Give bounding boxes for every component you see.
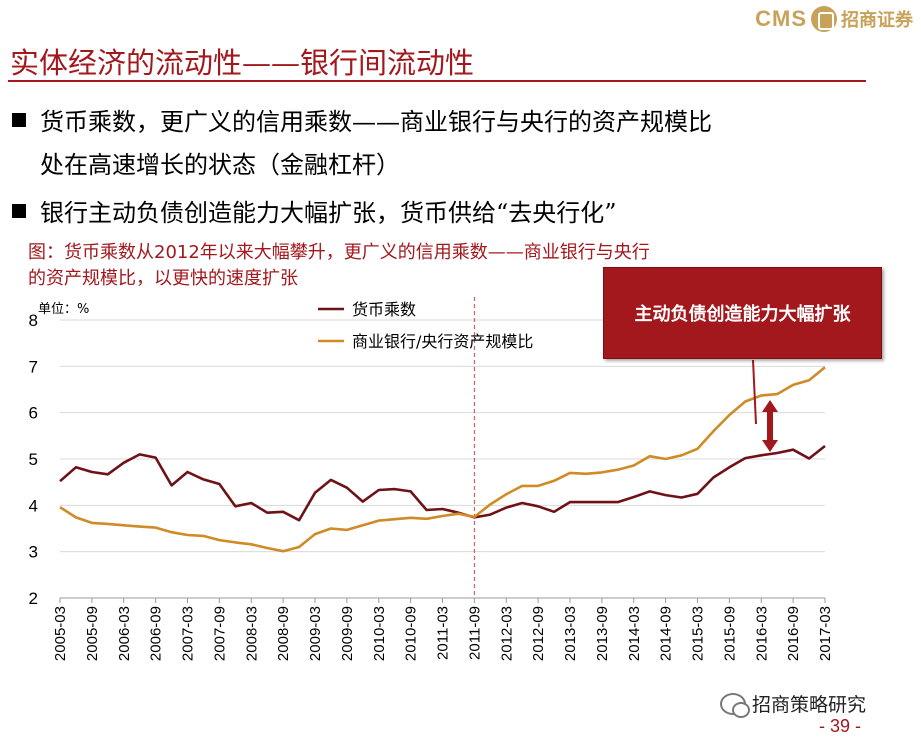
figure-caption: 图：货币乘数从2012年以来大幅攀升，更广义的信用乘数——商业银行与央行 的资产…: [28, 240, 828, 292]
x-tick-label: 2016-03: [753, 606, 770, 661]
figure-caption-line2: 的资产规模比，以更快的速度扩张: [28, 268, 298, 289]
gap-arrow-shaft: [767, 410, 773, 442]
series-line-2: [59, 366, 826, 553]
bullet-square-icon: [12, 204, 26, 218]
x-tick-label: 2009-03: [307, 606, 324, 661]
slide-title: 实体经济的流动性——银行间流动性: [10, 46, 475, 80]
series-line-1: [59, 444, 826, 522]
x-tick-label: 2010-09: [403, 606, 420, 661]
x-tick-label: 2010-03: [371, 606, 388, 661]
bullet-2: 银行主动负债创造能力大幅扩张，货币供给“去央行化”: [12, 193, 617, 228]
y-tick-label: 2: [29, 589, 38, 608]
x-tick-label: 2013-03: [562, 606, 579, 661]
logo-name: 招商证券: [841, 10, 913, 31]
x-tick-label: 2006-03: [116, 606, 133, 661]
x-tick-label: 2014-09: [658, 606, 675, 661]
y-tick-label: 6: [29, 404, 38, 423]
logo-mark-icon: [811, 6, 837, 32]
x-tick-label: 2005-03: [52, 606, 69, 661]
wechat-icon: [720, 692, 750, 718]
gap-arrow-head-up: [762, 400, 778, 412]
title-divider: [8, 80, 866, 82]
x-tick-label: 2008-03: [243, 606, 260, 661]
x-tick-label: 2015-03: [690, 606, 707, 661]
y-tick-label: 3: [29, 543, 38, 562]
x-tick-label: 2006-09: [148, 606, 165, 661]
legend-label-2: 商业银行/央行资产规模比: [352, 332, 533, 351]
y-tick-label: 4: [29, 496, 38, 515]
bullet-1: 货币乘数，更广义的信用乘数——商业银行与央行的资产规模比: [12, 102, 712, 137]
x-tick-label: 2009-09: [339, 606, 356, 661]
gap-arrow-head-down: [762, 440, 778, 452]
x-tick-label: 2017-03: [817, 606, 834, 661]
x-tick-label: 2011-03: [435, 606, 452, 660]
x-tick-label: 2012-09: [530, 606, 547, 661]
company-logo: CMS 招商证券: [755, 6, 913, 32]
y-tick-label: 8: [29, 311, 38, 330]
x-tick-label: 2014-03: [626, 606, 643, 661]
bullet-square-icon: [12, 113, 26, 127]
unit-label: 单位：%: [38, 302, 90, 317]
x-tick-label: 2008-09: [275, 606, 292, 661]
x-tick-label: 2011-09: [466, 606, 483, 660]
legend-label-1: 货币乘数: [352, 300, 416, 319]
x-tick-label: 2015-09: [721, 606, 738, 661]
bullet-1-line2: 处在高速增长的状态（金融杠杆）: [40, 151, 400, 179]
x-tick-label: 2013-09: [594, 606, 611, 661]
bullet-2-line1: 银行主动负债创造能力大幅扩张，货币供给“去央行化”: [40, 199, 617, 227]
watermark: 招商策略研究: [720, 690, 867, 718]
watermark-text: 招商策略研究: [752, 694, 867, 716]
callout-pointer: [752, 359, 757, 425]
bullet-1-line1: 货币乘数，更广义的信用乘数——商业银行与央行的资产规模比: [40, 108, 712, 136]
x-tick-label: 2007-09: [211, 606, 228, 661]
x-tick-label: 2016-09: [785, 606, 802, 661]
page-number: - 39 -: [818, 716, 861, 736]
callout-box: 主动负债创造能力大幅扩张: [603, 267, 882, 359]
figure-caption-line1: 图：货币乘数从2012年以来大幅攀升，更广义的信用乘数——商业银行与央行: [28, 242, 650, 263]
x-tick-label: 2012-03: [498, 606, 515, 661]
x-tick-label: 2007-03: [180, 606, 197, 661]
y-tick-label: 7: [29, 357, 38, 376]
logo-brand: CMS: [755, 6, 807, 31]
y-tick-label: 5: [29, 450, 38, 469]
x-tick-label: 2005-09: [84, 606, 101, 661]
